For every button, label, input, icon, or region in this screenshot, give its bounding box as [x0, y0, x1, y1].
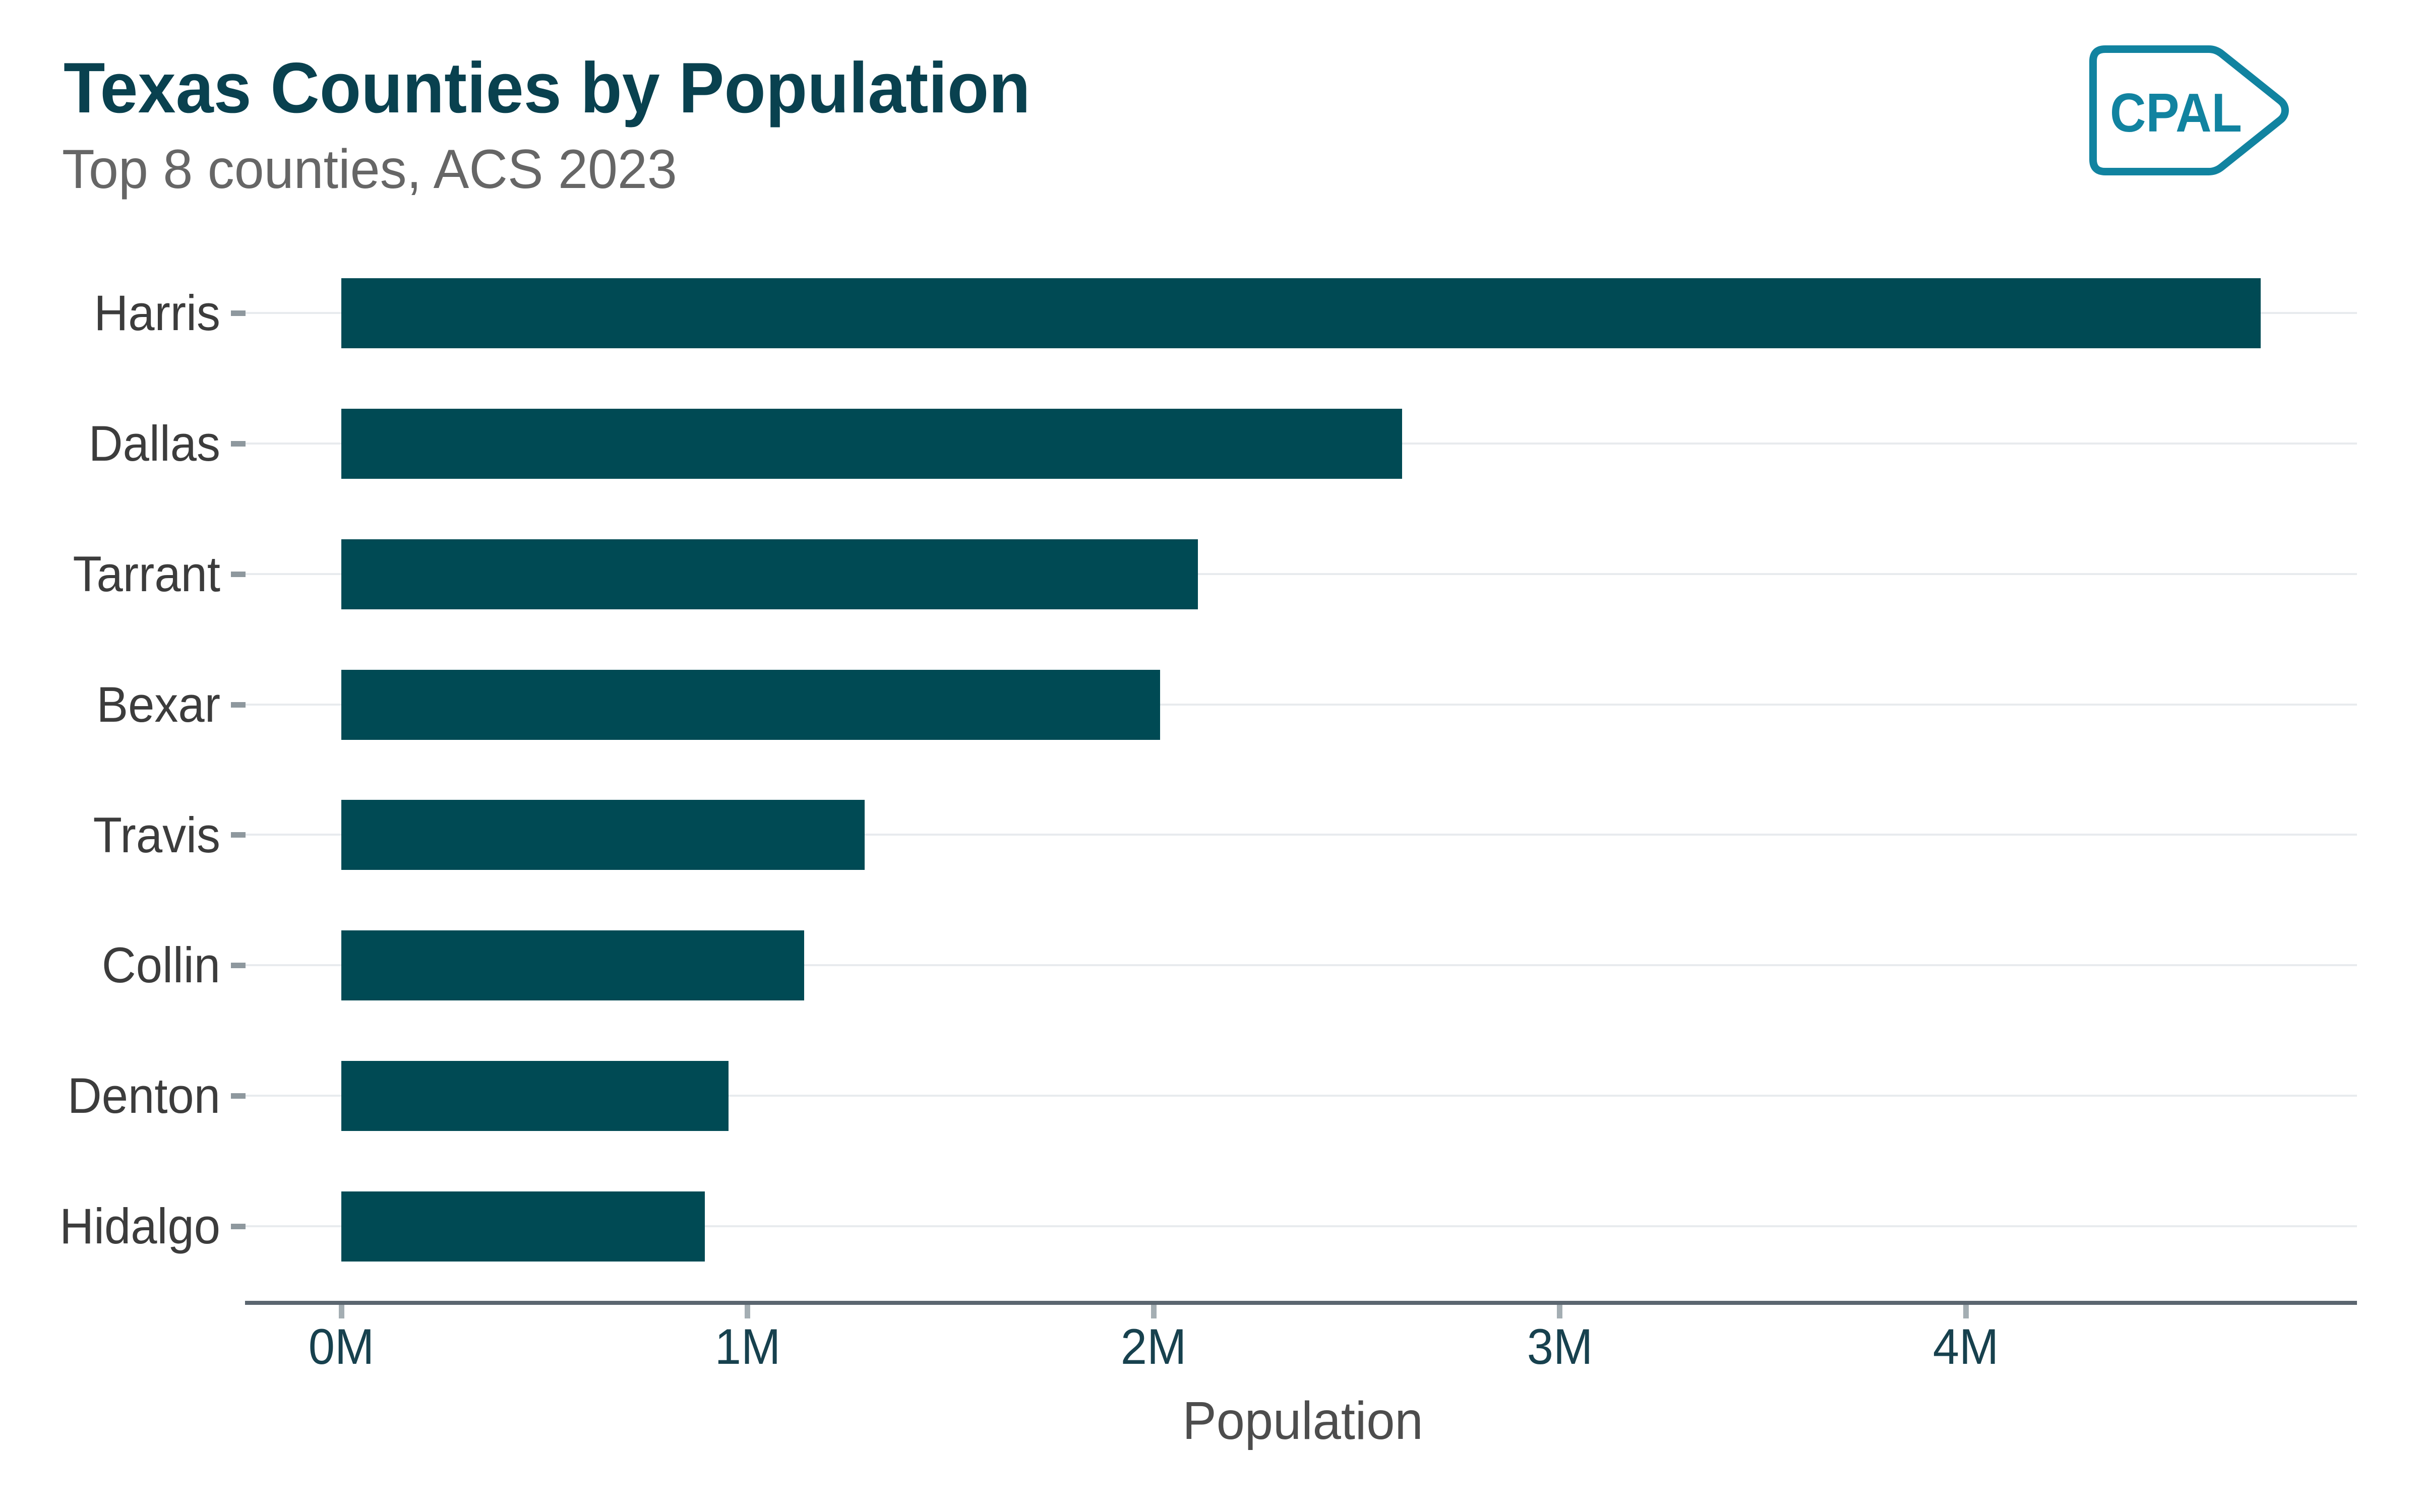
- svg-text:CPAL: CPAL: [2110, 82, 2242, 144]
